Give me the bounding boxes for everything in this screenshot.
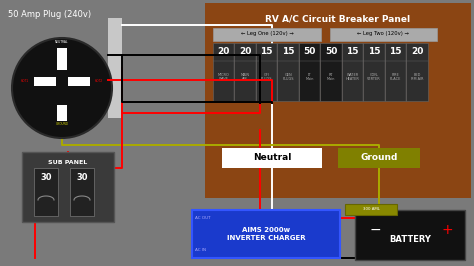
Text: WATER
HEATER: WATER HEATER — [346, 73, 360, 81]
Text: AC IN: AC IN — [195, 248, 206, 252]
Text: AIMS 2000w
INVERTER CHARGER: AIMS 2000w INVERTER CHARGER — [227, 227, 305, 240]
FancyBboxPatch shape — [342, 43, 364, 101]
Text: GEN
PLUGS: GEN PLUGS — [283, 73, 294, 81]
Text: FIRE
PLACE: FIRE PLACE — [390, 73, 401, 81]
Text: BED
RM AIR: BED RM AIR — [411, 73, 423, 81]
Text: +: + — [441, 223, 453, 237]
Text: 50 Amp Plug (240v): 50 Amp Plug (240v) — [8, 10, 91, 19]
FancyBboxPatch shape — [57, 48, 67, 70]
Text: RV A/C Circuit Breaker Panel: RV A/C Circuit Breaker Panel — [265, 14, 410, 23]
FancyBboxPatch shape — [68, 77, 90, 86]
Text: 50: 50 — [325, 48, 337, 56]
Text: SUB PANEL: SUB PANEL — [48, 160, 88, 164]
Text: 15: 15 — [368, 48, 381, 56]
Text: 300 AML: 300 AML — [363, 207, 380, 211]
Text: HOT2: HOT2 — [95, 79, 103, 83]
Text: 15: 15 — [261, 48, 273, 56]
FancyBboxPatch shape — [320, 43, 342, 101]
FancyBboxPatch shape — [355, 210, 465, 260]
FancyBboxPatch shape — [235, 43, 256, 101]
FancyBboxPatch shape — [385, 43, 407, 101]
FancyBboxPatch shape — [192, 210, 340, 258]
FancyBboxPatch shape — [213, 28, 321, 41]
FancyBboxPatch shape — [57, 105, 67, 121]
FancyBboxPatch shape — [256, 43, 277, 101]
FancyBboxPatch shape — [364, 43, 385, 101]
Text: Ground: Ground — [360, 153, 398, 163]
FancyBboxPatch shape — [222, 148, 322, 168]
FancyBboxPatch shape — [345, 204, 397, 215]
Text: AC OUT: AC OUT — [195, 216, 210, 220]
Text: MICRO
WAVE: MICRO WAVE — [218, 73, 229, 81]
Text: GROUND: GROUND — [55, 122, 69, 126]
Text: LT
Main: LT Main — [306, 73, 314, 81]
Text: 20: 20 — [411, 48, 423, 56]
Text: 30: 30 — [40, 173, 52, 182]
FancyBboxPatch shape — [205, 3, 471, 198]
Text: Neutral: Neutral — [253, 153, 291, 163]
Text: −: − — [369, 223, 381, 237]
Text: GFI
PLUGS: GFI PLUGS — [261, 73, 273, 81]
FancyBboxPatch shape — [70, 168, 94, 216]
FancyBboxPatch shape — [299, 43, 320, 101]
Text: MAIN
AIR: MAIN AIR — [241, 73, 250, 81]
Text: 20: 20 — [218, 48, 230, 56]
Text: HOT1: HOT1 — [21, 79, 29, 83]
Text: BATTERY: BATTERY — [389, 235, 431, 244]
Text: CON-
VERTER: CON- VERTER — [367, 73, 381, 81]
FancyBboxPatch shape — [34, 77, 56, 86]
FancyBboxPatch shape — [34, 168, 58, 216]
Text: 15: 15 — [346, 48, 359, 56]
Text: 15: 15 — [390, 48, 402, 56]
Circle shape — [12, 38, 112, 138]
Text: 50: 50 — [303, 48, 316, 56]
Text: ← Leg Two (120v) →: ← Leg Two (120v) → — [357, 31, 409, 36]
FancyBboxPatch shape — [338, 148, 420, 168]
Text: 20: 20 — [239, 48, 251, 56]
Text: 15: 15 — [282, 48, 294, 56]
FancyBboxPatch shape — [407, 43, 428, 101]
Text: RT
Main: RT Main — [327, 73, 336, 81]
Text: 30: 30 — [76, 173, 88, 182]
Text: ← Leg One (120v) →: ← Leg One (120v) → — [241, 31, 293, 36]
FancyBboxPatch shape — [108, 18, 122, 118]
FancyBboxPatch shape — [213, 43, 235, 101]
FancyBboxPatch shape — [22, 152, 114, 222]
FancyBboxPatch shape — [330, 28, 437, 41]
Text: NEUTRAL: NEUTRAL — [55, 40, 69, 44]
FancyBboxPatch shape — [277, 43, 299, 101]
